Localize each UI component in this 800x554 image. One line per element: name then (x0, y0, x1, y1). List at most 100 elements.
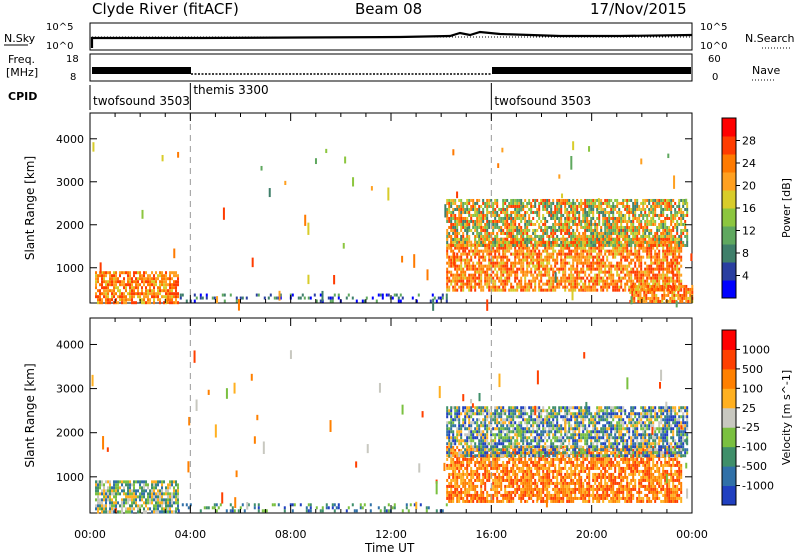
heatmap-cell (522, 490, 525, 494)
heatmap-cell (468, 201, 471, 205)
heatmap-cell (664, 225, 667, 229)
heatmap-cell (590, 255, 593, 259)
heatmap-cell (500, 463, 503, 467)
heatmap-cell (464, 481, 467, 485)
heatmap-cell (546, 201, 549, 205)
heatmap-cell (161, 280, 164, 284)
heatmap-cell (502, 261, 505, 265)
heatmap-cell (107, 280, 110, 284)
heatmap-cell (562, 270, 565, 274)
heatmap-cell (592, 285, 595, 289)
heatmap-cell (486, 264, 489, 268)
heatmap-cell (514, 261, 517, 265)
heatmap-cell (637, 293, 640, 297)
heatmap-cell (99, 274, 102, 278)
heatmap-cell (638, 282, 641, 286)
heatmap-cell (598, 264, 601, 268)
heatmap-cell (492, 270, 495, 274)
heatmap-cell (516, 475, 519, 479)
heatmap-cell (642, 231, 645, 235)
heatmap-cell (632, 270, 635, 274)
heatmap-cell (580, 279, 583, 283)
heatmap-cell (464, 487, 467, 491)
heatmap-cell (478, 493, 481, 497)
heatmap-cell (602, 285, 605, 289)
heatmap-cell (534, 457, 537, 461)
heatmap-cell (636, 234, 639, 238)
heatmap-cell (590, 261, 593, 265)
heatmap-cell (153, 498, 156, 502)
heatmap-cell (560, 457, 563, 461)
heatmap-cell (664, 273, 667, 277)
heatmap-cell (508, 496, 511, 500)
heatmap-cell (482, 249, 485, 253)
heatmap-cell (498, 228, 501, 232)
heatmap-cell (474, 472, 477, 476)
heatmap-cell (163, 286, 166, 290)
heatmap-cell (633, 293, 636, 297)
heatmap-cell (502, 252, 505, 256)
heatmap-cell (670, 246, 673, 250)
heatmap-cell (546, 231, 549, 235)
heatmap-cell (151, 483, 154, 487)
heatmap-cell (522, 451, 525, 455)
heatmap-cell (169, 486, 172, 490)
heatmap-cell (676, 222, 679, 226)
heatmap-cell (472, 267, 475, 271)
heatmap-cell (472, 457, 475, 461)
heatmap-cell (624, 237, 627, 241)
heatmap-cell (131, 501, 134, 505)
heatmap-cell (458, 484, 461, 488)
heatmap-cell (604, 273, 607, 277)
heatmap-cell (494, 249, 497, 253)
heatmap-cell (546, 198, 549, 202)
heatmap-cell (173, 283, 176, 287)
heatmap-cell (564, 448, 567, 452)
heatmap-cell (658, 252, 661, 256)
heatmap-cell (624, 243, 627, 247)
heatmap-cell (488, 267, 491, 271)
heatmap-cell (107, 286, 110, 290)
heatmap-cell (460, 261, 463, 265)
heatmap-cell (626, 234, 629, 238)
heatmap-cell (552, 198, 555, 202)
heatmap-cell (632, 219, 635, 223)
heatmap-cell (470, 285, 473, 289)
heatmap-cell (532, 448, 535, 452)
heatmap-cell (137, 495, 140, 499)
heatmap-cell (638, 213, 641, 217)
heatmap-cell (620, 240, 623, 244)
heatmap-cell (263, 296, 266, 300)
heatmap-cell (618, 228, 621, 232)
heatmap-cell (654, 237, 657, 241)
heatmap-cell (169, 289, 172, 293)
heatmap-cell (526, 264, 529, 268)
heatmap-cell (450, 258, 453, 262)
heatmap-cell (532, 460, 535, 464)
heatmap-cell (598, 273, 601, 277)
heatmap-cell (504, 448, 507, 452)
heatmap-cell (460, 240, 463, 244)
heatmap-cell (454, 475, 457, 479)
heatmap-cell (205, 296, 208, 300)
heatmap-cell (668, 216, 671, 220)
heatmap-cell (496, 255, 499, 259)
heatmap-cell (155, 483, 158, 487)
heatmap-cell (476, 466, 479, 470)
heatmap-cell (462, 234, 465, 238)
heatmap-cell (159, 292, 162, 296)
heatmap-cell (530, 469, 533, 473)
heatmap-cell (656, 279, 659, 283)
heatmap-cell (464, 466, 467, 470)
heatmap-cell (542, 243, 545, 247)
heatmap-cell (678, 261, 681, 265)
heatmap-cell (670, 270, 673, 274)
heatmap-cell (620, 252, 623, 256)
heatmap-cell (131, 289, 134, 293)
heatmap-cell (614, 264, 617, 268)
heatmap-cell (458, 463, 461, 467)
heatmap-cell (462, 210, 465, 214)
heatmap-cell (506, 207, 509, 211)
heatmap-cell (159, 301, 162, 305)
heatmap-cell (458, 204, 461, 208)
